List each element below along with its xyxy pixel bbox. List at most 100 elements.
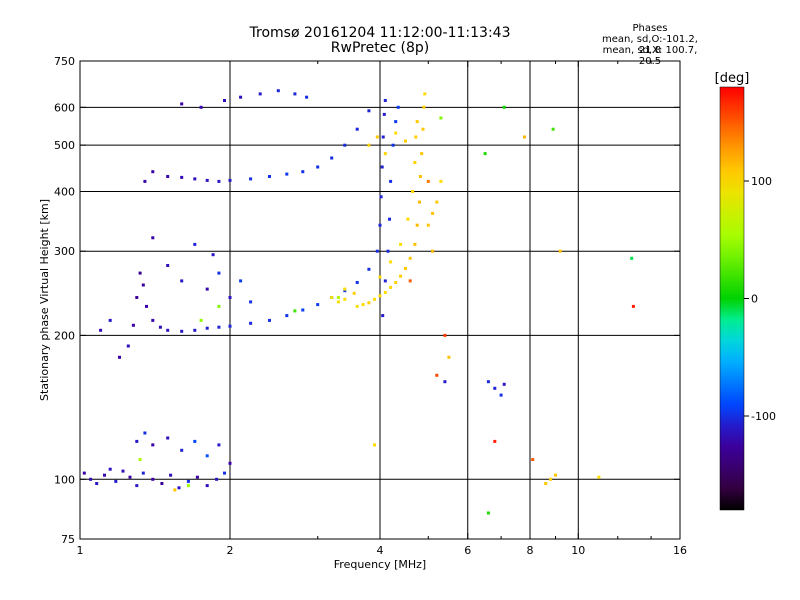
data-point (426, 179, 430, 183)
x-tick-label: 10 (571, 544, 585, 557)
data-point (411, 190, 415, 193)
data-point (389, 285, 393, 289)
data-point (394, 120, 398, 124)
data-point (486, 380, 490, 384)
y-tick-label: 100 (54, 473, 75, 486)
data-point (138, 458, 142, 461)
data-point (435, 200, 439, 204)
data-point (223, 471, 226, 475)
data-point (554, 473, 557, 477)
data-point (217, 325, 221, 329)
data-point (186, 484, 190, 488)
x-axis-label: Frequency [MHz] (334, 558, 426, 571)
data-point (389, 260, 393, 264)
data-point (549, 477, 553, 481)
data-point (383, 99, 387, 102)
data-point (404, 139, 407, 143)
data-point (205, 287, 209, 291)
data-point (631, 304, 635, 308)
data-point (166, 175, 170, 178)
data-point (531, 458, 535, 461)
data-point (423, 92, 427, 96)
data-point (186, 479, 190, 483)
colorbar-label: [deg] (715, 71, 750, 86)
data-point (544, 482, 548, 485)
data-point (151, 318, 155, 322)
data-point (180, 448, 184, 452)
data-point (336, 296, 340, 299)
data-point (249, 177, 253, 181)
y-tick-label: 200 (54, 329, 75, 342)
data-point (180, 279, 184, 283)
data-point (406, 217, 410, 221)
data-point (422, 105, 426, 109)
data-point (118, 355, 121, 359)
data-point (597, 475, 601, 479)
y-tick-label: 400 (54, 185, 75, 198)
data-point (301, 308, 305, 312)
data-point (375, 135, 379, 139)
data-point (276, 89, 280, 93)
data-point (551, 127, 555, 131)
data-point (420, 152, 424, 156)
chart-subtitle: RwPretec (8p) (330, 40, 430, 56)
data-point (383, 152, 387, 156)
x-tick-label: 1 (77, 544, 84, 557)
data-point (502, 382, 506, 386)
data-point (316, 303, 320, 307)
data-point (108, 318, 112, 322)
data-point (381, 314, 385, 318)
data-point (558, 249, 562, 253)
data-point (404, 267, 407, 270)
data-point (173, 488, 177, 492)
data-point (367, 267, 371, 271)
data-point (131, 323, 135, 327)
data-point (228, 324, 232, 328)
data-point (205, 326, 209, 330)
data-point (421, 127, 425, 131)
data-point (431, 211, 435, 215)
data-point (389, 179, 393, 183)
data-point (138, 271, 142, 275)
data-point (413, 242, 417, 246)
data-point (285, 172, 289, 176)
data-point (249, 300, 253, 304)
data-point (215, 477, 219, 481)
data-point (211, 253, 215, 257)
data-point (426, 223, 430, 227)
data-point (394, 281, 398, 284)
colorbar (719, 86, 745, 511)
data-point (502, 105, 506, 109)
data-point (141, 471, 145, 475)
data-point (166, 264, 170, 267)
data-point (443, 333, 447, 337)
data-point (413, 161, 417, 164)
data-point (228, 178, 232, 182)
data-point (486, 511, 490, 515)
data-point (195, 475, 199, 479)
data-point (316, 165, 320, 169)
data-point (135, 484, 139, 488)
phases-o-mode: mean, sd,O:-101.2, 21.8 (602, 34, 698, 56)
data-point (108, 467, 112, 471)
data-point (268, 318, 271, 322)
data-point (169, 473, 173, 477)
data-point (121, 469, 125, 473)
data-point (394, 131, 398, 135)
y-tick-label: 75 (61, 533, 75, 546)
data-point (343, 143, 347, 147)
x-tick-label: 16 (673, 544, 687, 557)
data-point (380, 165, 384, 169)
data-point (180, 102, 184, 106)
data-point (217, 304, 221, 308)
data-point (408, 256, 412, 260)
data-point (166, 328, 170, 332)
data-point (415, 120, 419, 124)
x-tick-label: 4 (377, 544, 384, 557)
data-point (330, 156, 334, 160)
data-point (293, 309, 297, 313)
data-point (378, 294, 382, 298)
data-point (386, 249, 390, 253)
